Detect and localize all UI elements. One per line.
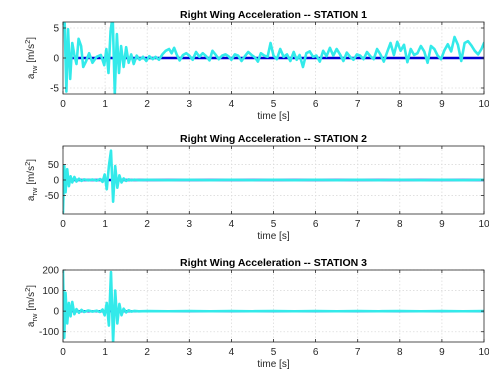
x-tick-label-3-2: 2 (144, 347, 150, 358)
x-tick-label-3-3: 3 (187, 347, 193, 358)
x-axis-label-3: time [s] (257, 359, 289, 370)
x-tick-label-2-4: 4 (229, 219, 235, 230)
x-axis-label-1: time [s] (257, 111, 289, 122)
x-tick-label-2-7: 7 (355, 219, 361, 230)
x-tick-label-1-4: 4 (229, 99, 235, 110)
x-tick-label-2-5: 5 (271, 219, 277, 230)
y-axis-label-3: arw [m/s2] (23, 285, 39, 327)
x-tick-label-2-2: 2 (144, 219, 150, 230)
x-tick-label-3-5: 5 (271, 347, 277, 358)
x-axis-label-2: time [s] (257, 231, 289, 242)
x-tick-label-1-7: 7 (355, 99, 361, 110)
x-tick-label-3-10: 10 (478, 347, 489, 358)
chart-title-3: Right Wing Acceleration -- STATION 3 (180, 257, 367, 269)
chart-title-1: Right Wing Acceleration -- STATION 1 (180, 9, 367, 21)
y-tick-label-3-1: 0 (53, 307, 59, 318)
y-axis-label-base-2: a (26, 195, 37, 201)
x-tick-label-2-6: 6 (313, 219, 319, 230)
x-tick-label-2-9: 9 (439, 219, 445, 230)
y-tick-label-3-2: 100 (42, 286, 59, 297)
y-tick-label-3-3: 200 (42, 266, 59, 277)
y-axis-label-unit-1: [m/s (26, 44, 37, 66)
y-tick-label-1-2: 5 (53, 24, 59, 35)
series-line-3-2 (63, 270, 484, 342)
x-tick-label-3-0: 0 (60, 347, 66, 358)
y-axis-label-sub-1: rw (30, 65, 39, 73)
x-tick-label-2-0: 0 (60, 219, 66, 230)
series-line-2-2 (63, 149, 484, 214)
y-axis-label-base-1: a (26, 73, 37, 79)
y-axis-label-sup-1: 2 (23, 40, 32, 44)
x-tick-label-1-2: 2 (144, 99, 150, 110)
series-line-1-2 (63, 22, 484, 94)
y-axis-label-sub-3: rw (30, 313, 39, 321)
y-axis-label-base-3: a (26, 321, 37, 327)
x-tick-label-1-3: 3 (187, 99, 193, 110)
y-axis-label-sup-2: 2 (23, 162, 32, 166)
y-axis-label-1: arw [m/s2] (23, 37, 39, 79)
subplot-2: 0 1 2 3 4 5 6 7 8 9 10 -50 0 50 Right Wing Acceleratio… (23, 133, 489, 242)
x-tick-label-3-6: 6 (313, 347, 319, 358)
x-tick-label-1-1: 1 (102, 99, 108, 110)
y-axis-label-sub-2: rw (30, 187, 39, 195)
x-tick-label-1-5: 5 (271, 99, 277, 110)
x-tick-label-2-8: 8 (397, 219, 403, 230)
x-tick-label-1-10: 10 (478, 99, 489, 110)
chart-title-2: Right Wing Acceleration -- STATION 2 (180, 133, 367, 145)
y-tick-label-3-0: -100 (39, 327, 59, 338)
y-tick-label-2-2: 50 (48, 160, 60, 171)
x-tick-label-1-9: 9 (439, 99, 445, 110)
y-tick-label-2-0: -50 (45, 191, 60, 202)
x-tick-label-2-3: 3 (187, 219, 193, 230)
x-tick-label-3-4: 4 (229, 347, 235, 358)
y-axis-label-close-1: ] (26, 37, 37, 40)
y-axis-label-unit-3: [m/s (26, 292, 37, 314)
y-axis-label-close-2: ] (26, 159, 37, 162)
y-axis-label-unit-2: [m/s (26, 166, 37, 188)
x-tick-label-3-1: 1 (102, 347, 108, 358)
y-axis-label-2: arw [m/s2] (23, 159, 39, 201)
x-tick-label-1-8: 8 (397, 99, 403, 110)
x-tick-label-3-9: 9 (439, 347, 445, 358)
y-tick-label-1-0: -5 (50, 84, 59, 95)
y-tick-label-1-1: 0 (53, 54, 59, 65)
x-tick-label-2-10: 10 (478, 219, 489, 230)
x-tick-label-3-8: 8 (397, 347, 403, 358)
y-axis-label-sup-3: 2 (23, 288, 32, 292)
x-tick-label-1-6: 6 (313, 99, 319, 110)
y-tick-label-2-1: 0 (53, 176, 59, 187)
x-tick-label-3-7: 7 (355, 347, 361, 358)
x-tick-label-1-0: 0 (60, 99, 66, 110)
x-tick-label-2-1: 1 (102, 219, 108, 230)
y-axis-label-close-3: ] (26, 285, 37, 288)
